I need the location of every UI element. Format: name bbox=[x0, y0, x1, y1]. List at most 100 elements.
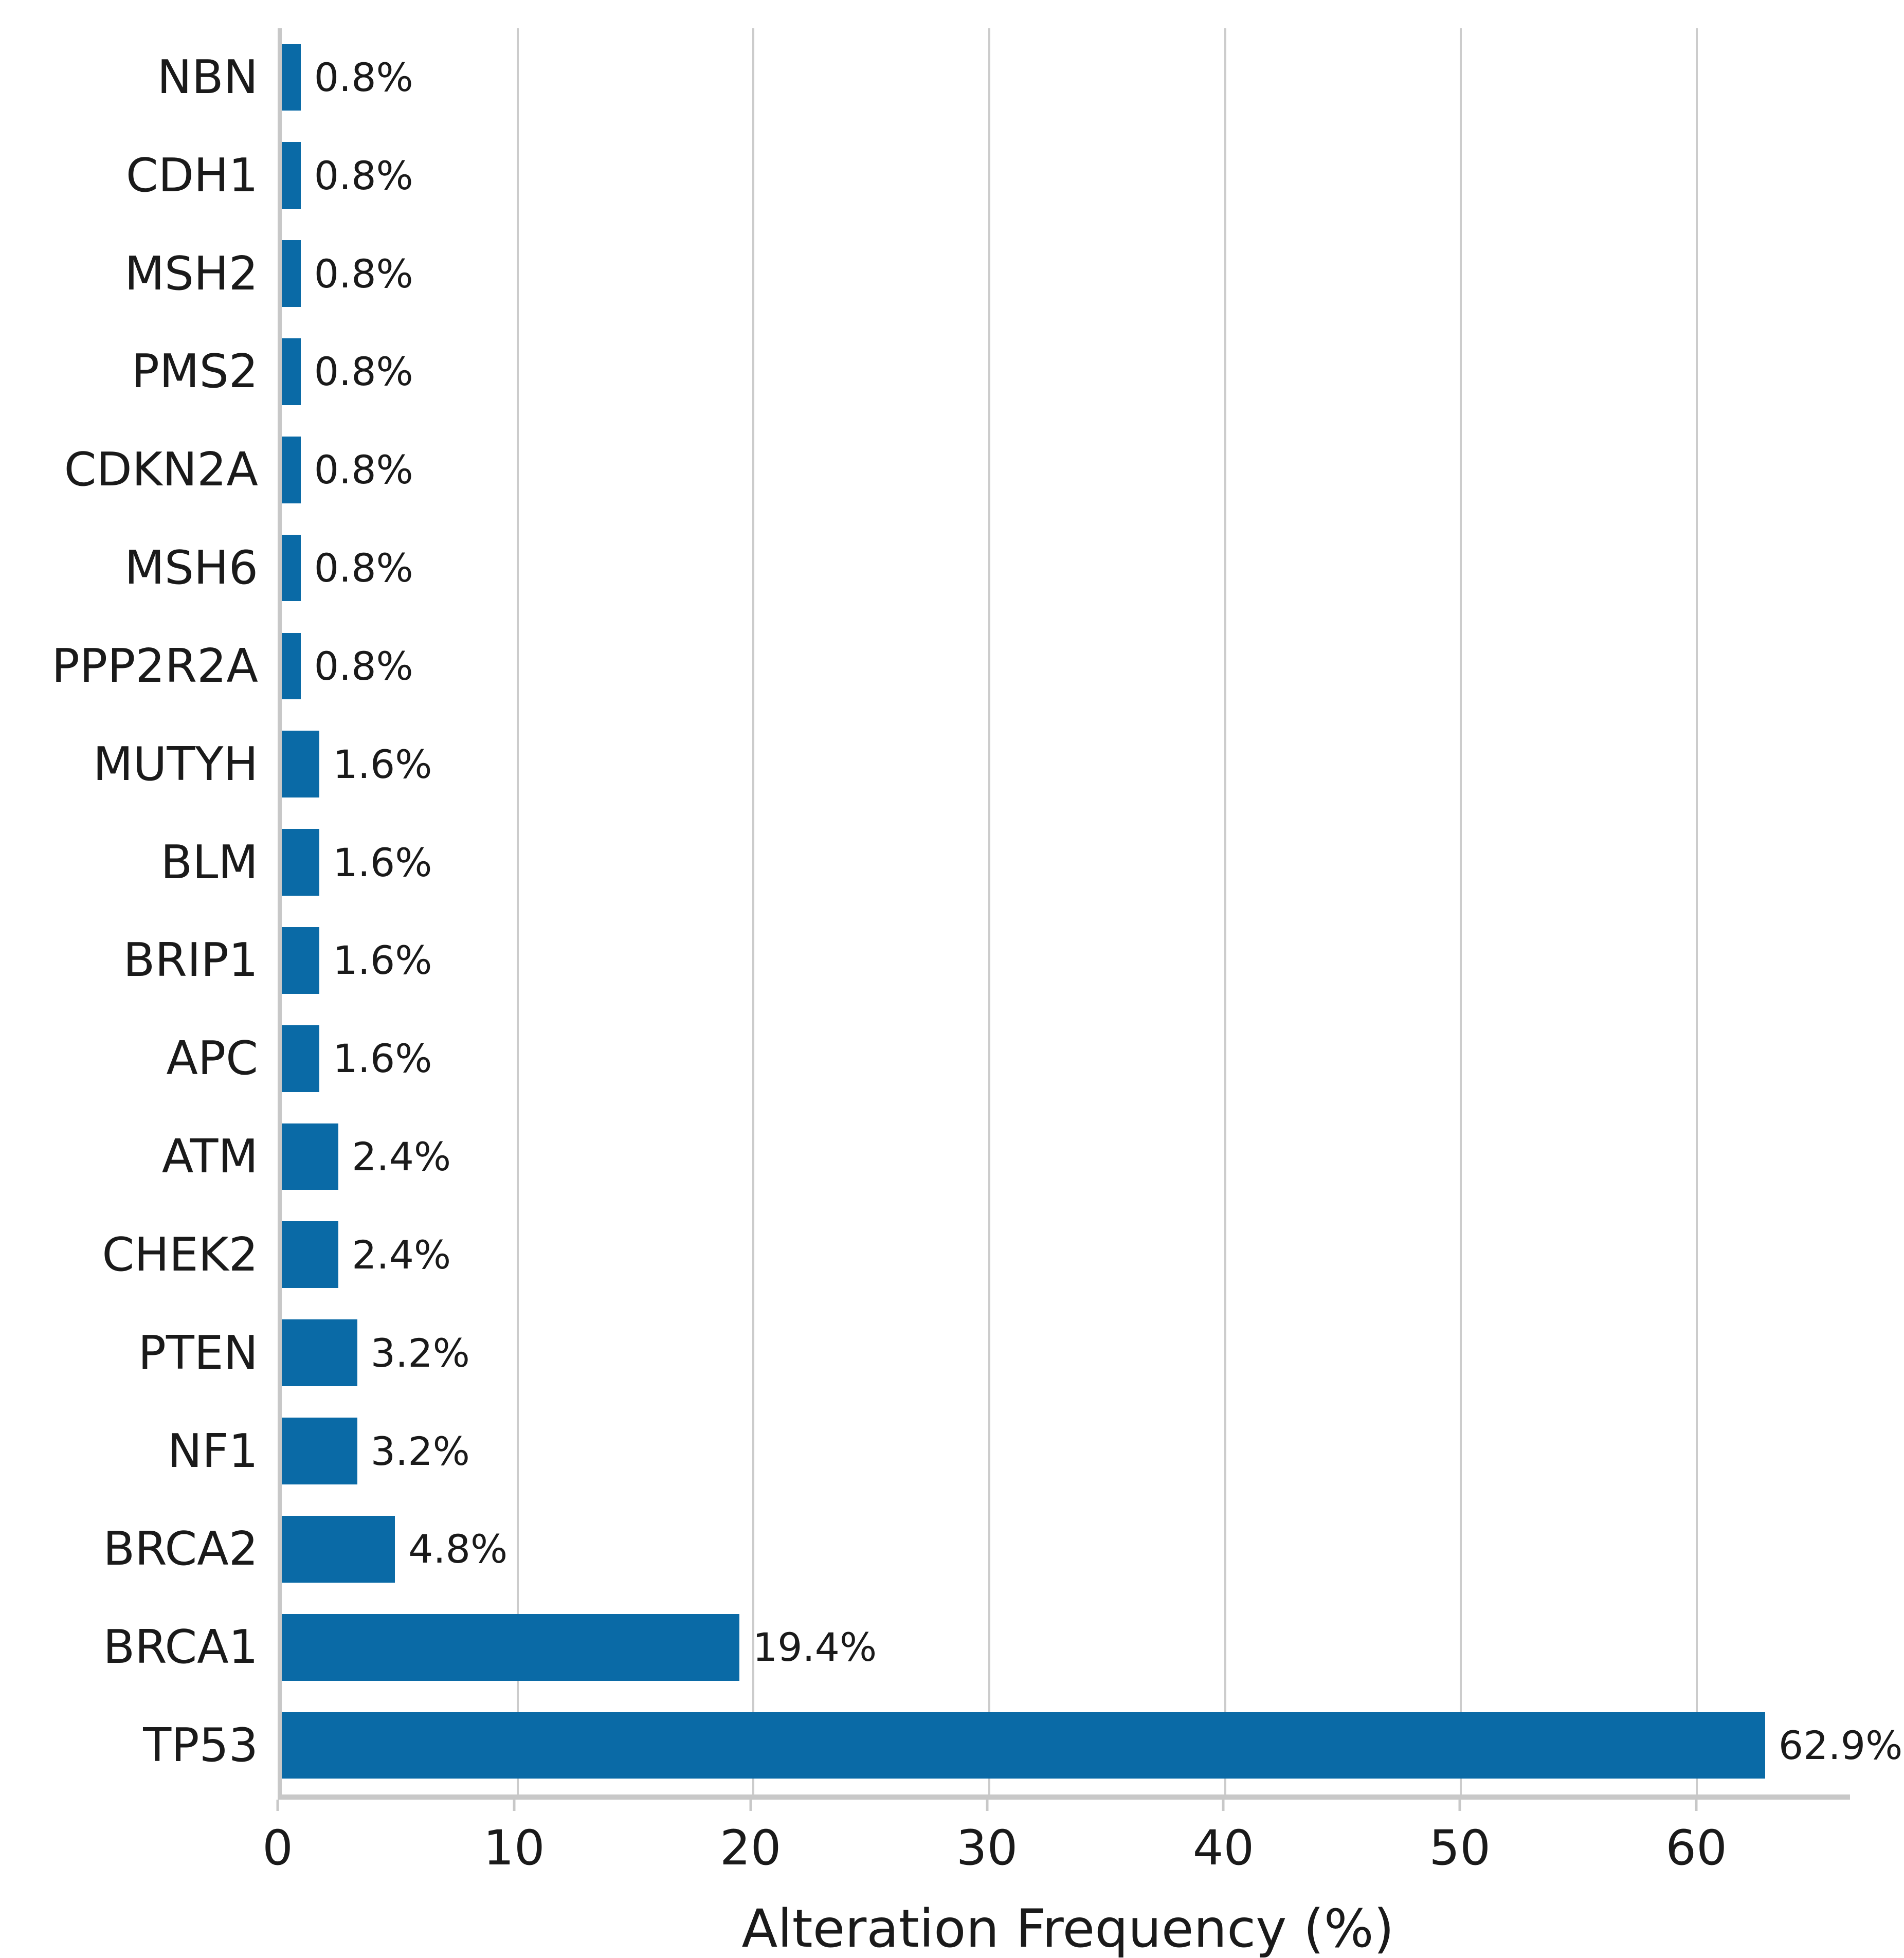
x-tick-mark-30 bbox=[986, 1800, 989, 1811]
bar-TP53 bbox=[282, 1712, 1765, 1779]
value-label-BRCA2: 4.8% bbox=[408, 1526, 508, 1572]
x-tick-mark-10 bbox=[513, 1800, 516, 1811]
bar-row-PMS2: 0.8% bbox=[282, 322, 1850, 421]
value-label-CDH1: 0.8% bbox=[314, 152, 413, 198]
y-tick-label-CDKN2A: CDKN2A bbox=[64, 443, 258, 497]
value-label-PMS2: 0.8% bbox=[314, 349, 413, 395]
y-tick-label-PMS2: PMS2 bbox=[131, 345, 258, 399]
bar-row-TP53: 62.9% bbox=[282, 1696, 1902, 1794]
bar-row-APC: 1.6% bbox=[282, 1009, 1850, 1108]
empty-cell bbox=[1850, 1800, 1904, 1895]
value-label-NF1: 3.2% bbox=[370, 1428, 470, 1474]
value-label-BRIP1: 1.6% bbox=[333, 937, 432, 984]
value-label-BRCA1: 19.4% bbox=[752, 1624, 877, 1671]
y-tick-label-CHEK2: CHEK2 bbox=[102, 1227, 258, 1282]
y-tick-label-MUTYH: MUTYH bbox=[93, 737, 258, 791]
bar-row-CDKN2A: 0.8% bbox=[282, 421, 1850, 519]
bar-PPP2R2A bbox=[282, 632, 301, 700]
bar-row-BRCA1: 19.4% bbox=[282, 1598, 1850, 1696]
gridline-x-10 bbox=[516, 28, 519, 1794]
y-tick-label-PTEN: PTEN bbox=[138, 1326, 258, 1380]
x-tick-label-50: 50 bbox=[1429, 1820, 1491, 1876]
bar-PMS2 bbox=[282, 338, 301, 405]
gridline-x-20 bbox=[752, 28, 755, 1794]
bar-row-BLM: 1.6% bbox=[282, 813, 1850, 912]
value-label-MUTYH: 1.6% bbox=[333, 741, 432, 787]
bar-row-PPP2R2A: 0.8% bbox=[282, 617, 1850, 715]
bar-row-CHEK2: 2.4% bbox=[282, 1206, 1850, 1304]
y-tick-label-MSH2: MSH2 bbox=[124, 246, 258, 301]
value-label-CDKN2A: 0.8% bbox=[314, 447, 413, 493]
x-tick-mark-20 bbox=[749, 1800, 752, 1811]
bar-MUTYH bbox=[282, 731, 320, 798]
value-label-BLM: 1.6% bbox=[333, 839, 432, 885]
value-label-MSH2: 0.8% bbox=[314, 250, 413, 297]
bar-NF1 bbox=[282, 1418, 357, 1484]
bar-PTEN bbox=[282, 1319, 357, 1387]
bar-CHEK2 bbox=[282, 1221, 339, 1289]
x-tick-mark-40 bbox=[1222, 1800, 1225, 1811]
bar-BRCA2 bbox=[282, 1515, 395, 1583]
bar-MSH6 bbox=[282, 534, 301, 602]
bar-MSH2 bbox=[282, 240, 301, 307]
bar-CDKN2A bbox=[282, 436, 301, 503]
bar-row-MSH6: 0.8% bbox=[282, 519, 1850, 617]
x-tick-mark-60 bbox=[1695, 1800, 1698, 1811]
x-tick-label-10: 10 bbox=[483, 1820, 545, 1876]
x-tick-label-60: 60 bbox=[1665, 1820, 1727, 1876]
y-tick-label-NBN: NBN bbox=[157, 50, 258, 104]
y-tick-label-CDH1: CDH1 bbox=[125, 148, 258, 203]
right-margin bbox=[1850, 28, 1904, 1800]
gridline-x-60 bbox=[1695, 28, 1698, 1794]
gridline-x-30 bbox=[988, 28, 990, 1794]
bar-CDH1 bbox=[282, 142, 301, 209]
y-tick-label-PPP2R2A: PPP2R2A bbox=[51, 639, 258, 693]
bar-row-ATM: 2.4% bbox=[282, 1108, 1850, 1206]
x-tick-label-20: 20 bbox=[719, 1820, 782, 1876]
y-tick-label-BLM: BLM bbox=[160, 835, 258, 890]
y-axis-labels: NBN CDH1 MSH2 PMS2 CDKN2A MSH6 PPP2R2A MUTYH BLM… bbox=[0, 28, 278, 1794]
x-tick-label-30: 30 bbox=[956, 1820, 1018, 1876]
x-axis: 0 10 20 30 40 50 60 bbox=[262, 1800, 1850, 1895]
bar-row-PTEN: 3.2% bbox=[282, 1304, 1850, 1402]
bar-row-CDH1: 0.8% bbox=[282, 126, 1850, 225]
bar-NBN bbox=[282, 44, 301, 111]
empty-cell bbox=[0, 1800, 278, 1895]
bar-row-BRIP1: 1.6% bbox=[282, 911, 1850, 1009]
x-axis-label: Alteration Frequency (%) bbox=[741, 1898, 1394, 1958]
value-label-PTEN: 3.2% bbox=[370, 1330, 470, 1376]
x-tick-label-40: 40 bbox=[1192, 1820, 1255, 1876]
bar-APC bbox=[282, 1025, 320, 1092]
y-tick-label-BRIP1: BRIP1 bbox=[123, 933, 258, 988]
y-tick-label-NF1: NF1 bbox=[167, 1424, 258, 1478]
bar-ATM bbox=[282, 1123, 339, 1190]
x-tick-label-0: 0 bbox=[262, 1820, 293, 1876]
gridline-x-40 bbox=[1224, 28, 1226, 1794]
y-tick-label-TP53: TP53 bbox=[143, 1718, 258, 1772]
bar-row-NF1: 3.2% bbox=[282, 1402, 1850, 1500]
value-label-ATM: 2.4% bbox=[352, 1134, 451, 1180]
bar-row-NBN: 0.8% bbox=[282, 28, 1850, 126]
y-tick-label-BRCA2: BRCA2 bbox=[103, 1522, 258, 1576]
bar-row-MUTYH: 1.6% bbox=[282, 715, 1850, 813]
value-label-APC: 1.6% bbox=[333, 1036, 432, 1082]
bar-rows: 0.8% 0.8% 0.8% 0.8% 0.8% 0.8% 0.8% 1.6% 1.6% 1.6%… bbox=[282, 28, 1902, 1794]
bar-BLM bbox=[282, 829, 320, 896]
bar-row-BRCA2: 4.8% bbox=[282, 1500, 1850, 1598]
chart-grid: NBN CDH1 MSH2 PMS2 CDKN2A MSH6 PPP2R2A MUTYH BLM… bbox=[0, 28, 1904, 1895]
x-axis-label-row: Alteration Frequency (%) bbox=[282, 1898, 1854, 1958]
y-tick-label-BRCA1: BRCA1 bbox=[103, 1620, 258, 1675]
value-label-NBN: 0.8% bbox=[314, 54, 413, 100]
plot-area: 0.8% 0.8% 0.8% 0.8% 0.8% 0.8% 0.8% 1.6% 1.6% 1.6%… bbox=[278, 28, 1902, 1800]
bar-BRIP1 bbox=[282, 927, 320, 994]
value-label-TP53: 62.9% bbox=[1778, 1722, 1903, 1768]
y-tick-label-ATM: ATM bbox=[161, 1130, 258, 1184]
bar-BRCA1 bbox=[282, 1613, 739, 1681]
y-tick-label-MSH6: MSH6 bbox=[124, 541, 258, 595]
value-label-PPP2R2A: 0.8% bbox=[314, 643, 413, 689]
x-tick-mark-0 bbox=[276, 1800, 279, 1811]
bar-row-MSH2: 0.8% bbox=[282, 225, 1850, 323]
x-tick-mark-50 bbox=[1458, 1800, 1461, 1811]
gridline-x-50 bbox=[1460, 28, 1462, 1794]
